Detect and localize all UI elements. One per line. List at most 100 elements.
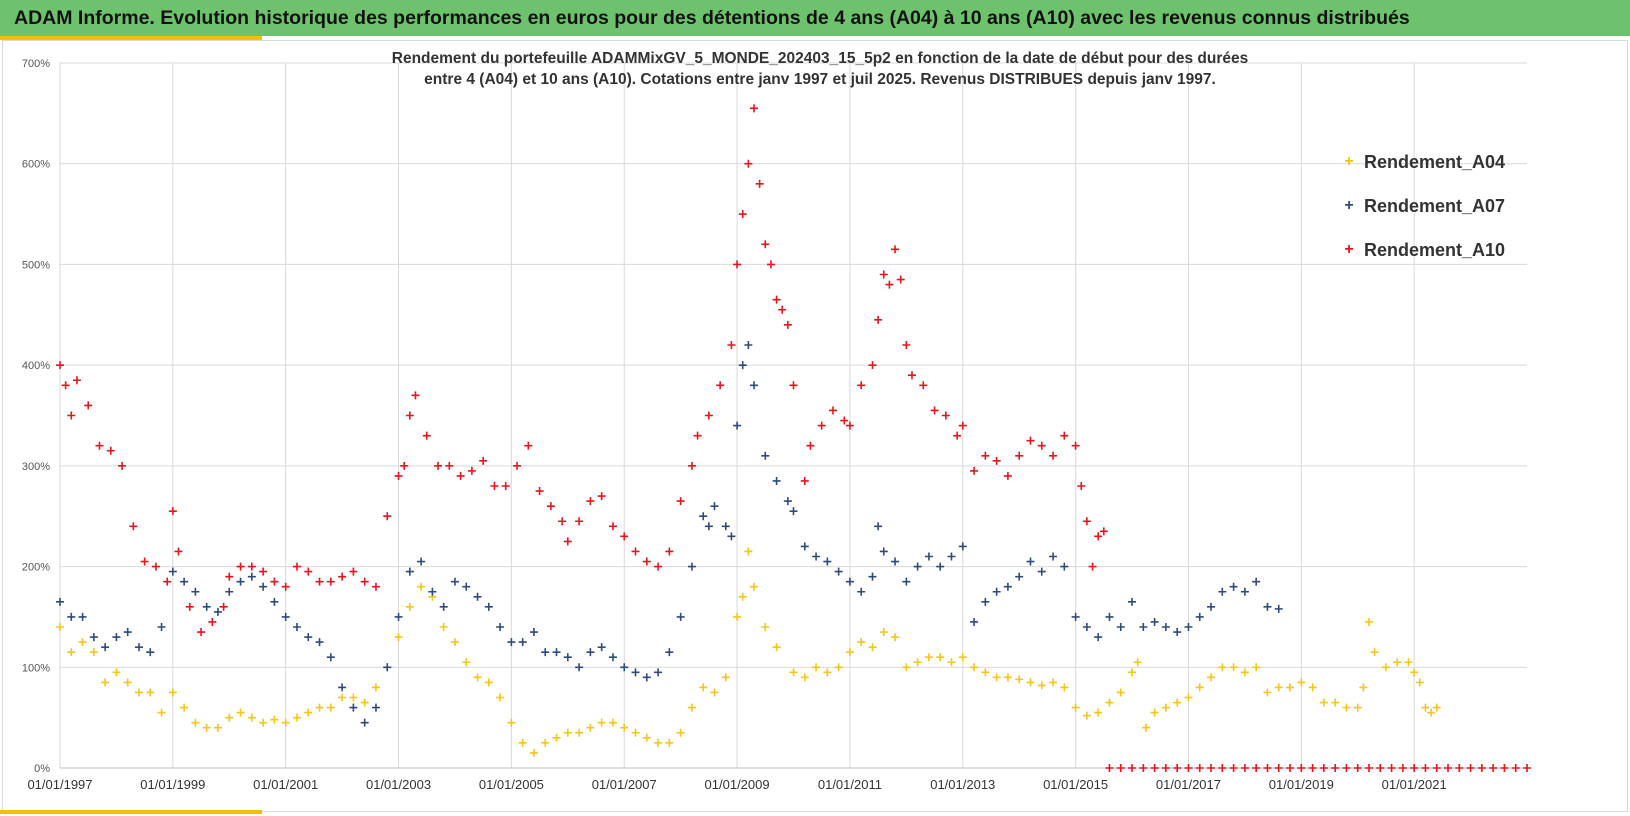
- data-point: [405, 411, 414, 420]
- data-point: [608, 522, 617, 531]
- data-point: [1133, 658, 1142, 667]
- data-point: [1082, 623, 1091, 631]
- data-point: [1142, 723, 1151, 732]
- data-point: [721, 673, 730, 682]
- data-point: [1015, 572, 1024, 581]
- data-point: [868, 572, 877, 581]
- data-point: [473, 673, 482, 682]
- data-point: [699, 512, 708, 521]
- chart-title-line-2: entre 4 (A04) et 10 ans (A10). Cotations…: [424, 71, 1216, 88]
- data-point: [490, 482, 499, 490]
- data-point: [213, 607, 222, 616]
- data-point: [106, 446, 115, 455]
- data-point: [1319, 764, 1328, 772]
- series-rendement-a10: [56, 104, 1531, 772]
- data-point: [936, 562, 945, 571]
- data-point: [1116, 688, 1125, 697]
- data-point: [710, 688, 719, 697]
- data-point: [1161, 703, 1170, 712]
- data-point: [529, 748, 538, 757]
- x-tick-label: 01/01/2021: [1382, 777, 1447, 792]
- data-point: [586, 497, 595, 506]
- chart-title-line-1: Rendement du portefeuille ADAMMixGV_5_MO…: [391, 50, 1249, 67]
- chart-frame: [2, 40, 1628, 812]
- data-point: [947, 552, 956, 561]
- data-point: [1252, 764, 1261, 772]
- data-point: [1060, 431, 1069, 440]
- data-point: [992, 456, 1001, 465]
- data-point: [304, 567, 313, 576]
- data-point: [738, 210, 747, 219]
- data-point: [992, 587, 1001, 596]
- data-point: [586, 723, 595, 732]
- data-point: [168, 567, 177, 576]
- data-point: [845, 421, 854, 430]
- data-point: [1037, 567, 1046, 576]
- data-point: [845, 577, 854, 586]
- data-point: [1173, 698, 1182, 707]
- data-point: [597, 492, 606, 501]
- data-point: [563, 653, 572, 662]
- data-point: [236, 708, 245, 717]
- data-point: [1026, 557, 1035, 566]
- data-point: [338, 693, 347, 702]
- data-point: [733, 421, 742, 430]
- data-point: [270, 597, 279, 606]
- data-point: [727, 532, 736, 541]
- data-point: [654, 562, 663, 571]
- data-point: [1240, 587, 1249, 596]
- data-point: [1319, 698, 1328, 707]
- data-point: [879, 270, 888, 279]
- data-point: [349, 693, 358, 702]
- y-tick-label: 0%: [34, 763, 50, 775]
- data-point: [78, 612, 87, 621]
- data-point: [1049, 552, 1058, 561]
- data-point: [716, 381, 725, 390]
- data-point: [800, 476, 809, 485]
- data-point: [936, 653, 945, 662]
- data-point: [1037, 441, 1046, 450]
- data-point: [197, 628, 206, 637]
- data-point: [1263, 688, 1272, 697]
- data-point: [1398, 764, 1407, 772]
- series-rendement-a04: [56, 547, 1441, 757]
- data-point: [1094, 633, 1103, 642]
- data-point: [558, 517, 567, 526]
- data-point: [1150, 617, 1159, 626]
- data-point: [112, 633, 121, 642]
- data-point: [597, 643, 606, 652]
- data-point: [744, 341, 753, 349]
- data-point: [315, 577, 324, 586]
- data-point: [1477, 764, 1486, 772]
- data-point: [778, 305, 787, 314]
- data-point: [812, 663, 821, 672]
- data-point: [78, 638, 87, 647]
- data-point: [744, 159, 753, 168]
- data-point: [1240, 668, 1249, 677]
- data-point: [1049, 678, 1058, 687]
- data-point: [168, 507, 177, 516]
- legend-label-a04: Rendement_A04: [1364, 151, 1506, 172]
- data-point: [1150, 708, 1159, 717]
- data-point: [1105, 612, 1114, 621]
- data-point: [1466, 764, 1475, 772]
- data-point: [434, 461, 443, 470]
- data-point: [738, 361, 747, 370]
- data-point: [67, 648, 76, 657]
- data-point: [800, 542, 809, 551]
- data-point: [371, 703, 380, 712]
- data-point: [919, 381, 928, 390]
- data-point: [783, 320, 792, 329]
- data-point: [710, 502, 719, 511]
- data-point: [896, 275, 905, 284]
- data-point: [857, 381, 866, 390]
- x-tick-label: 01/01/1999: [140, 777, 205, 792]
- data-point: [371, 582, 380, 591]
- data-point: [1252, 663, 1261, 672]
- data-point: [1432, 764, 1441, 772]
- data-point: [450, 638, 459, 647]
- data-point: [924, 653, 933, 662]
- y-tick-label: 600%: [22, 159, 50, 171]
- data-point: [840, 416, 849, 425]
- data-point: [970, 617, 979, 626]
